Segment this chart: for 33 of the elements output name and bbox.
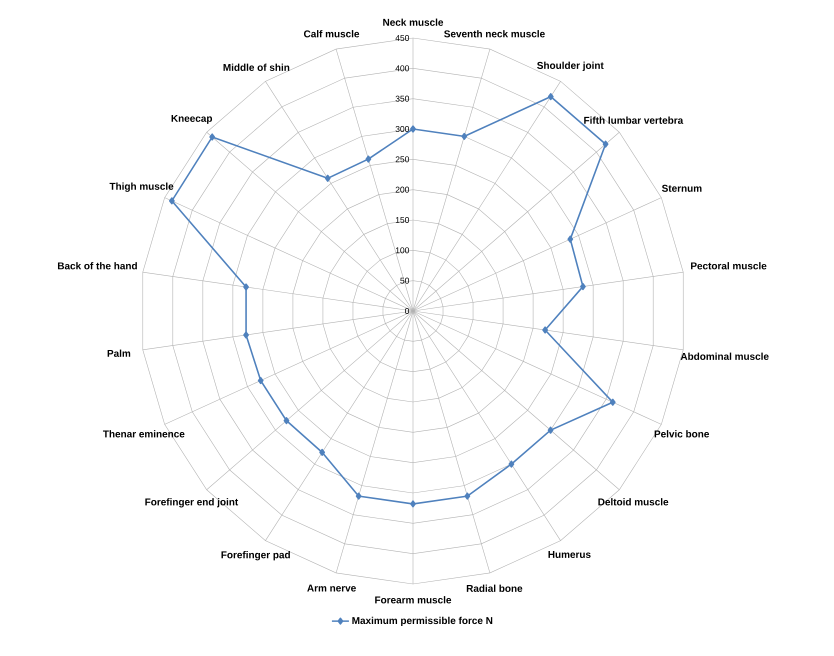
spoke-label: Radial bone xyxy=(466,584,522,592)
spoke-label: Pectoral muscle xyxy=(691,262,766,270)
spoke-label: Arm nerve xyxy=(307,584,356,592)
spoke-label: Back of the hand xyxy=(58,262,137,270)
spoke-label: Fifth lumbar vertebra xyxy=(584,116,684,124)
spoke-label: Abdominal muscle xyxy=(680,352,769,360)
y-tick-label: 50 xyxy=(400,278,410,284)
y-tick-label: 200 xyxy=(396,186,410,193)
spoke-label: Thenar eminence xyxy=(102,430,184,438)
legend-label: Maximum permissible force N xyxy=(352,616,492,626)
spoke-label: Middle of shin xyxy=(224,64,290,71)
spoke-label: Forearm muscle xyxy=(375,596,452,604)
spoke-label: Calf muscle xyxy=(304,30,360,38)
spoke-label: Forefinger pad xyxy=(222,551,290,560)
spoke-label: Neck muscle xyxy=(383,18,444,26)
y-tick-label: 250 xyxy=(396,156,410,162)
y-tick-label: 400 xyxy=(395,65,410,72)
spoke-label: Kneecap xyxy=(172,114,212,124)
y-tick-label: 0 xyxy=(405,308,410,314)
y-tick-label: 150 xyxy=(396,217,410,223)
spoke-label: Forefinger end joint xyxy=(145,498,238,508)
spoke-label: Shoulder joint xyxy=(537,62,604,71)
y-tick-label: 100 xyxy=(396,247,410,254)
spoke-label: Humerus xyxy=(548,551,591,558)
spoke-label: Sternum xyxy=(662,184,702,192)
spoke-label: Seventh neck muscle xyxy=(444,30,545,38)
y-tick-label: 450 xyxy=(395,35,410,41)
spoke-label: Deltoid muscle xyxy=(598,498,668,506)
spoke-label: Thigh muscle xyxy=(110,182,174,192)
y-tick-label: 300 xyxy=(396,126,410,132)
y-tick-label: 350 xyxy=(396,96,410,102)
spoke-label: Palm xyxy=(108,350,130,357)
spoke-label: Pelvic bone xyxy=(654,430,710,438)
